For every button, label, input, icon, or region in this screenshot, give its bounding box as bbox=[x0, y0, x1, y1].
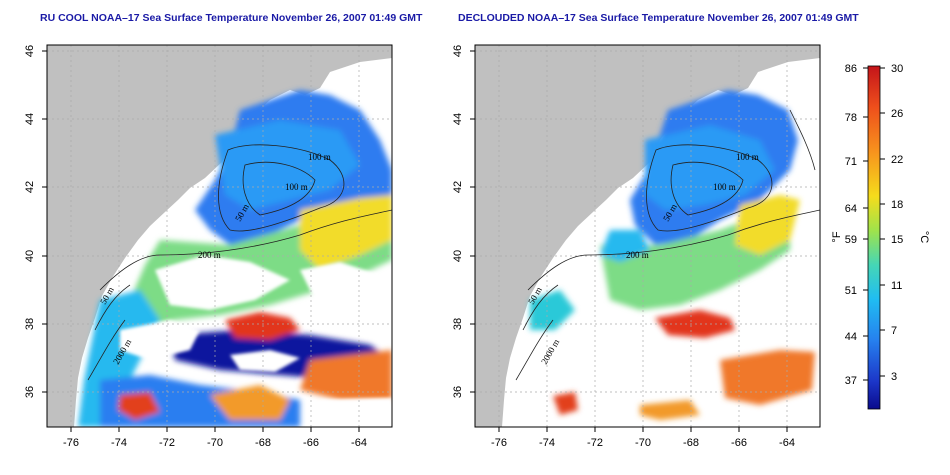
right-sst-gom bbox=[645, 125, 775, 210]
left-panel-title: RU COOL NOAA–17 Sea Surface Temperature … bbox=[40, 12, 423, 24]
celsius-unit-label: °C bbox=[918, 231, 930, 243]
left-sst-eddy bbox=[225, 312, 300, 340]
left-y-tick: 40 bbox=[24, 250, 36, 262]
left-map: 100 m 100 m 50 m 200 m 50 m 2000 m -76 -… bbox=[24, 44, 393, 449]
celsius-tick: 15 bbox=[891, 234, 903, 246]
right-contour-label-2: 100 m bbox=[713, 182, 736, 192]
right-y-tick: 40 bbox=[452, 250, 464, 262]
celsius-tick: 30 bbox=[891, 63, 903, 75]
left-x-tick-labels: -76 -74 -72 -70 -68 -66 -64 bbox=[63, 437, 367, 449]
right-y-tick: 42 bbox=[452, 181, 464, 193]
right-y-tick: 46 bbox=[452, 45, 464, 57]
left-y-tick-labels: 36 38 40 42 44 46 bbox=[24, 45, 36, 398]
left-y-tick: 46 bbox=[24, 45, 36, 57]
right-sst-shelf bbox=[600, 230, 650, 262]
fahrenheit-tick: 64 bbox=[845, 203, 857, 215]
right-y-tick-labels: 36 38 40 42 44 46 bbox=[452, 45, 464, 398]
right-x-tick-labels: -76 -74 -72 -70 -68 -66 -64 bbox=[491, 437, 795, 449]
left-x-tick: -70 bbox=[207, 437, 223, 449]
right-sst-warm-band bbox=[735, 195, 800, 255]
colorbar: 86 78 71 64 59 51 44 37 30 26 22 18 15 1… bbox=[831, 63, 930, 410]
celsius-tick: 7 bbox=[891, 325, 897, 337]
right-x-tick: -76 bbox=[491, 437, 507, 449]
left-y-tick: 36 bbox=[24, 386, 36, 398]
right-contour-label-4: 200 m bbox=[626, 250, 649, 260]
left-y-tick: 38 bbox=[24, 318, 36, 330]
right-y-tick: 38 bbox=[452, 318, 464, 330]
right-contours bbox=[515, 109, 820, 381]
right-x-tick: -66 bbox=[731, 437, 747, 449]
right-y-tick: 44 bbox=[452, 113, 464, 125]
left-sst-gulf-stream-south bbox=[300, 350, 392, 400]
left-cloud-3 bbox=[300, 262, 392, 330]
left-x-tick: -72 bbox=[159, 437, 175, 449]
right-x-tick: -74 bbox=[539, 437, 555, 449]
left-y-tick: 42 bbox=[24, 181, 36, 193]
left-grid bbox=[47, 45, 392, 427]
left-x-tick: -76 bbox=[63, 437, 79, 449]
left-land bbox=[47, 45, 392, 427]
left-sst-warm-band bbox=[300, 195, 392, 270]
colorbar-ticks bbox=[863, 67, 885, 381]
left-cloud-2 bbox=[120, 320, 200, 360]
left-cloud-4 bbox=[230, 350, 300, 372]
left-axis-ticks bbox=[42, 50, 360, 432]
left-sst-warm-south bbox=[210, 385, 290, 420]
right-x-tick: -70 bbox=[635, 437, 651, 449]
right-axis-ticks bbox=[470, 50, 788, 432]
right-x-tick: -68 bbox=[683, 437, 699, 449]
fahrenheit-tick: 51 bbox=[845, 285, 857, 297]
celsius-tick: 26 bbox=[891, 108, 903, 120]
left-contours bbox=[87, 144, 392, 381]
fahrenheit-tick: 37 bbox=[845, 375, 857, 387]
right-map: 100 m 100 m 50 m 200 m 50 m 2000 m -76 -… bbox=[452, 44, 821, 449]
celsius-tick: 11 bbox=[891, 280, 902, 292]
left-cloud-1 bbox=[155, 255, 290, 310]
right-y-tick: 36 bbox=[452, 386, 464, 398]
celsius-tick: 3 bbox=[891, 371, 897, 383]
left-x-tick: -68 bbox=[255, 437, 271, 449]
celsius-tick: 22 bbox=[891, 154, 903, 166]
fahrenheit-unit-label: °F bbox=[831, 231, 843, 242]
right-grid bbox=[475, 45, 820, 427]
fahrenheit-tick-labels: 86 78 71 64 59 51 44 37 bbox=[845, 63, 857, 387]
right-land bbox=[475, 45, 820, 427]
left-sst-warm-sw bbox=[118, 392, 160, 420]
fahrenheit-tick: 44 bbox=[845, 331, 857, 343]
fahrenheit-tick: 59 bbox=[845, 234, 857, 246]
left-x-tick: -66 bbox=[303, 437, 319, 449]
right-panel-title: DECLOUDED NOAA–17 Sea Surface Temperatur… bbox=[458, 12, 859, 24]
left-map-frame bbox=[46, 44, 393, 428]
fahrenheit-tick: 86 bbox=[845, 63, 857, 75]
celsius-tick: 18 bbox=[891, 199, 903, 211]
right-contour-label-1: 100 m bbox=[736, 152, 759, 162]
colorbar-gradient bbox=[867, 65, 881, 410]
left-y-tick: 44 bbox=[24, 113, 36, 125]
left-cloud-5 bbox=[320, 398, 392, 427]
right-sst-warm-sw bbox=[553, 392, 578, 415]
left-x-tick: -74 bbox=[111, 437, 127, 449]
right-map-frame bbox=[474, 44, 821, 428]
right-sst-cyan-shore bbox=[530, 290, 575, 330]
fahrenheit-tick: 71 bbox=[845, 156, 857, 168]
left-contour-label-4: 200 m bbox=[198, 250, 221, 260]
left-contour-label-1: 100 m bbox=[308, 152, 331, 162]
right-sst-warm-se bbox=[720, 350, 815, 405]
fahrenheit-tick: 78 bbox=[845, 112, 857, 124]
right-x-tick: -72 bbox=[587, 437, 603, 449]
celsius-tick-labels: 30 26 22 18 15 11 7 3 bbox=[891, 63, 903, 383]
right-sst-warm-s bbox=[640, 400, 700, 420]
left-x-tick: -64 bbox=[351, 437, 367, 449]
right-x-tick: -64 bbox=[779, 437, 795, 449]
left-contour-label-2: 100 m bbox=[285, 182, 308, 192]
